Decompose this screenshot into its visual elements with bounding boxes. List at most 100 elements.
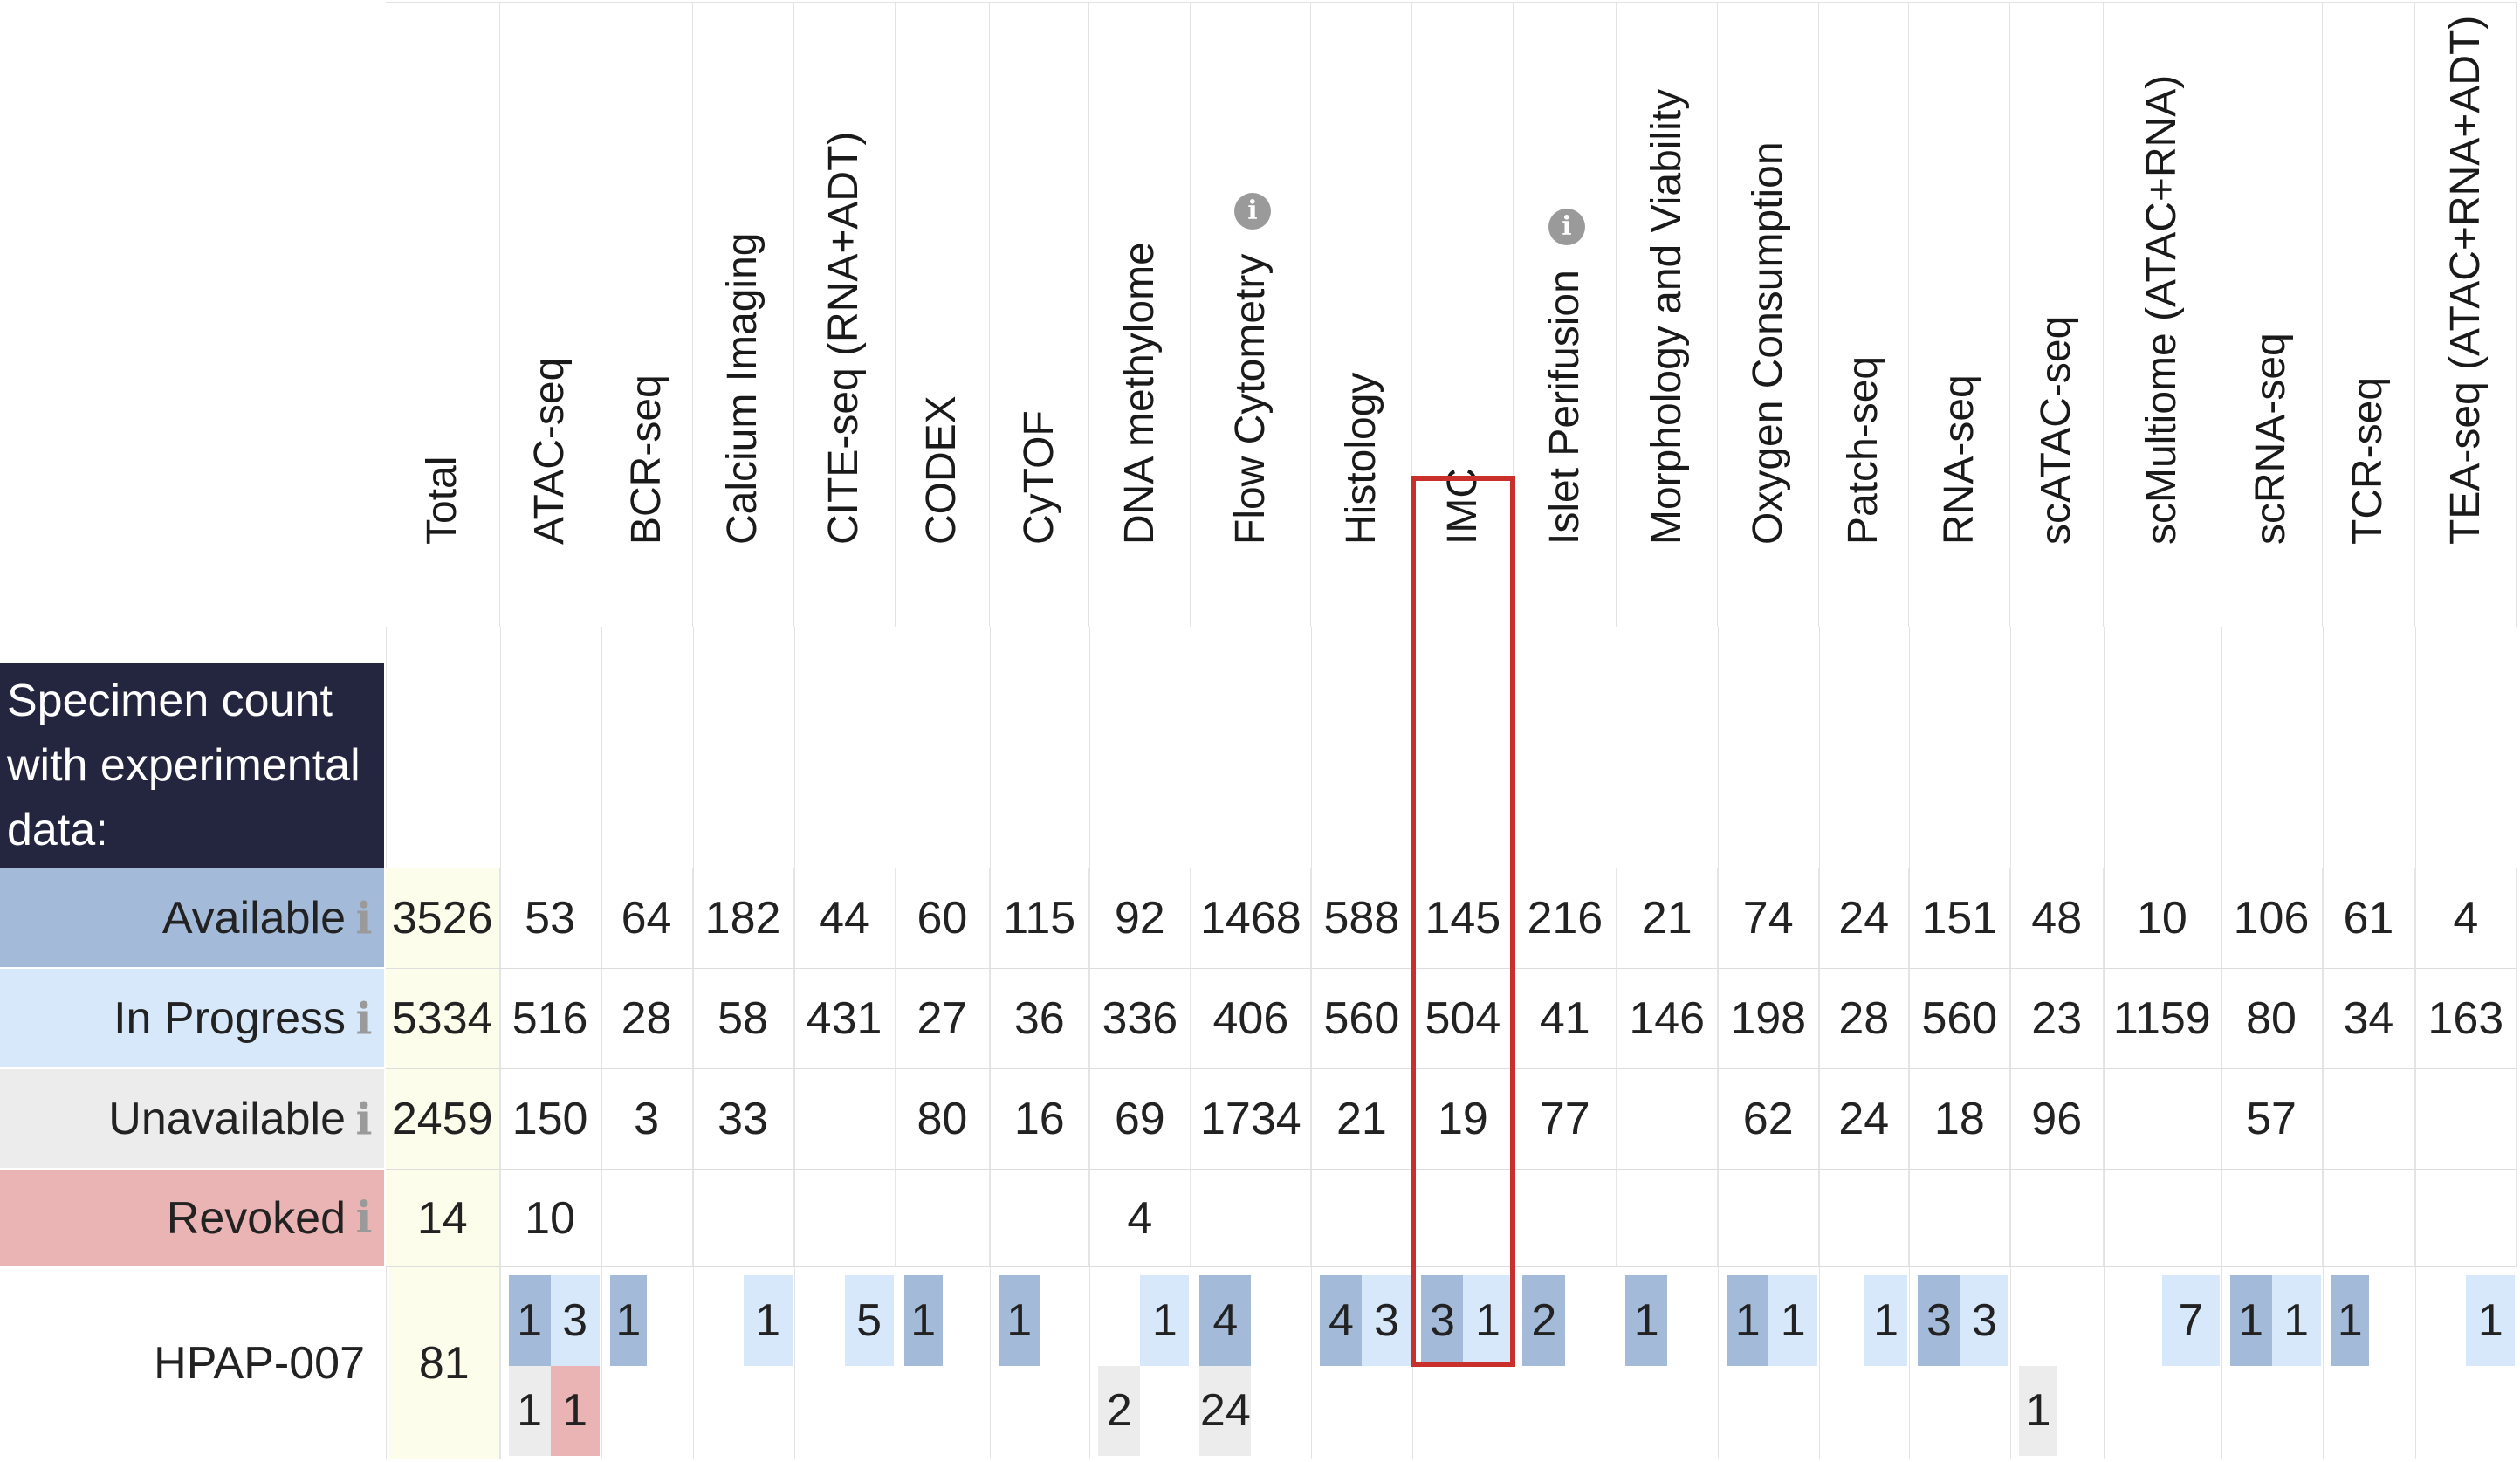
specimen-count-chip[interactable]: 1	[2331, 1275, 2369, 1366]
count-cell[interactable]: 115	[990, 868, 1090, 969]
info-icon[interactable]: i	[1234, 192, 1272, 230]
count-cell[interactable]: 588	[1311, 868, 1413, 969]
specimen-count-chip[interactable]: 3	[1362, 1275, 1411, 1366]
count-cell[interactable]: 145	[1412, 868, 1514, 969]
column-header-scrna-seq[interactable]: scRNA-seq	[2221, 2, 2323, 627]
count-cell[interactable]: 16	[990, 1069, 1090, 1170]
column-header-oxygen-consumption[interactable]: Oxygen Consumption	[1718, 2, 1820, 627]
count-cell[interactable]: 44	[793, 868, 896, 969]
count-cell[interactable]: 504	[1412, 969, 1514, 1069]
info-icon[interactable]: i	[355, 892, 373, 944]
specimen-count-chip[interactable]: 1	[508, 1366, 551, 1456]
count-cell[interactable]: 10	[2104, 868, 2221, 969]
count-cell[interactable]: 96	[2010, 1069, 2105, 1170]
column-header-flow-cytometry[interactable]: Flow Cytometry i	[1191, 2, 1312, 627]
column-header-codex[interactable]: CODEX	[895, 2, 991, 627]
count-cell[interactable]: 10	[499, 1170, 601, 1267]
count-cell[interactable]: 146	[1617, 969, 1719, 1069]
specimen-count-chip[interactable]: 1	[743, 1275, 793, 1366]
count-cell[interactable]: 41	[1514, 969, 1617, 1069]
count-cell[interactable]: 64	[601, 868, 693, 969]
specimen-count-chip[interactable]: 7	[2162, 1275, 2220, 1366]
count-cell[interactable]: 24	[1819, 1069, 1910, 1170]
specimen-count-chip[interactable]: 1	[609, 1275, 648, 1366]
column-header-scatac-seq[interactable]: scATAC-seq	[2010, 2, 2105, 627]
specimen-count-chip[interactable]: 1	[2271, 1275, 2321, 1366]
count-cell[interactable]: 24	[1819, 868, 1910, 969]
column-header-cytof[interactable]: CyTOF	[990, 2, 1090, 627]
count-cell[interactable]: 23	[2010, 969, 2105, 1069]
count-cell[interactable]: 1468	[1191, 868, 1312, 969]
column-header-imc[interactable]: IMC	[1412, 2, 1514, 627]
count-cell[interactable]: 4	[1089, 1170, 1191, 1267]
count-cell[interactable]: 61	[2322, 868, 2416, 969]
count-cell[interactable]: 560	[1909, 969, 2011, 1069]
column-header-tea-seq-atac-rna-adt[interactable]: TEA-seq (ATAC+RNA+ADT)	[2415, 2, 2517, 627]
specimen-count-chip[interactable]: 1	[1140, 1275, 1190, 1366]
count-cell[interactable]: 1734	[1191, 1069, 1312, 1170]
column-header-dna-methylome[interactable]: DNA methylome	[1089, 2, 1191, 627]
count-cell[interactable]: 182	[692, 868, 794, 969]
specimen-count-chip[interactable]: 5	[844, 1275, 894, 1366]
info-icon[interactable]: i	[355, 992, 373, 1044]
column-header-tcr-seq[interactable]: TCR-seq	[2322, 2, 2416, 627]
specimen-count-chip[interactable]: 1	[508, 1275, 551, 1366]
count-cell[interactable]: 36	[990, 969, 1090, 1069]
count-cell[interactable]: 1159	[2104, 969, 2221, 1069]
column-header-total[interactable]: Total	[385, 2, 500, 627]
count-cell[interactable]: 3526	[385, 868, 500, 969]
specimen-count-chip[interactable]: 2	[1522, 1275, 1566, 1366]
column-header-islet-perifusion[interactable]: Islet Perifusion i	[1514, 2, 1617, 627]
column-header-patch-seq[interactable]: Patch-seq	[1819, 2, 1910, 627]
column-header-scmultiome-atac-rna[interactable]: scMultiome (ATAC+RNA)	[2104, 2, 2221, 627]
count-cell[interactable]: 2459	[385, 1069, 500, 1170]
info-icon[interactable]: i	[355, 1093, 373, 1144]
column-header-histology[interactable]: Histology	[1311, 2, 1413, 627]
specimen-count-chip[interactable]: 1	[550, 1366, 600, 1456]
column-header-morphology-and-viability[interactable]: Morphology and Viability	[1617, 2, 1719, 627]
specimen-count-chip[interactable]: 1	[1768, 1275, 1818, 1366]
column-header-cite-seq-rna-adt[interactable]: CITE-seq (RNA+ADT)	[793, 2, 896, 627]
count-cell[interactable]: 21	[1617, 868, 1719, 969]
specimen-count-chip[interactable]: 1	[1625, 1275, 1668, 1366]
count-cell[interactable]: 33	[692, 1069, 794, 1170]
count-cell[interactable]: 28	[1819, 969, 1910, 1069]
count-cell[interactable]: 151	[1909, 868, 2011, 969]
count-cell[interactable]: 163	[2415, 969, 2517, 1069]
count-cell[interactable]: 34	[2322, 969, 2416, 1069]
count-cell[interactable]: 431	[793, 969, 896, 1069]
specimen-count-chip[interactable]: 1	[2229, 1275, 2272, 1366]
count-cell[interactable]: 77	[1514, 1069, 1617, 1170]
count-cell[interactable]: 5334	[385, 969, 500, 1069]
specimen-count-chip[interactable]: 3	[1421, 1275, 1464, 1366]
count-cell[interactable]: 3	[601, 1069, 693, 1170]
specimen-count-chip[interactable]: 1	[2466, 1275, 2516, 1366]
count-cell[interactable]: 198	[1718, 969, 1820, 1069]
count-cell[interactable]: 80	[2221, 969, 2323, 1069]
specimen-count-chip[interactable]: 1	[2019, 1366, 2057, 1456]
count-cell[interactable]: 92	[1089, 868, 1191, 969]
specimen-count-chip[interactable]: 3	[1960, 1275, 2009, 1366]
specimen-id[interactable]: HPAP-007	[0, 1267, 384, 1459]
count-cell[interactable]: 4	[2415, 868, 2517, 969]
column-header-atac-seq[interactable]: ATAC-seq	[499, 2, 601, 627]
specimen-count-chip[interactable]: 2	[1098, 1366, 1141, 1456]
count-cell[interactable]: 60	[895, 868, 991, 969]
count-cell[interactable]: 57	[2221, 1069, 2323, 1170]
specimen-count-chip[interactable]: 1	[1864, 1275, 1908, 1366]
count-cell[interactable]: 150	[499, 1069, 601, 1170]
specimen-count-chip[interactable]: 4	[1199, 1275, 1252, 1366]
count-cell[interactable]: 62	[1718, 1069, 1820, 1170]
specimen-count-chip[interactable]: 3	[1918, 1275, 1960, 1366]
info-icon[interactable]: i	[355, 1191, 373, 1243]
count-cell[interactable]: 28	[601, 969, 693, 1069]
specimen-count-chip[interactable]: 1	[999, 1275, 1040, 1366]
count-cell[interactable]: 560	[1311, 969, 1413, 1069]
count-cell[interactable]: 19	[1412, 1069, 1514, 1170]
count-cell[interactable]: 14	[385, 1170, 500, 1267]
column-header-rna-seq[interactable]: RNA-seq	[1909, 2, 2011, 627]
specimen-count-chip[interactable]: 1	[1727, 1275, 1769, 1366]
specimen-count-chip[interactable]: 1	[903, 1275, 943, 1366]
specimen-count-chip[interactable]: 4	[1320, 1275, 1363, 1366]
specimen-count-chip[interactable]: 3	[550, 1275, 600, 1366]
